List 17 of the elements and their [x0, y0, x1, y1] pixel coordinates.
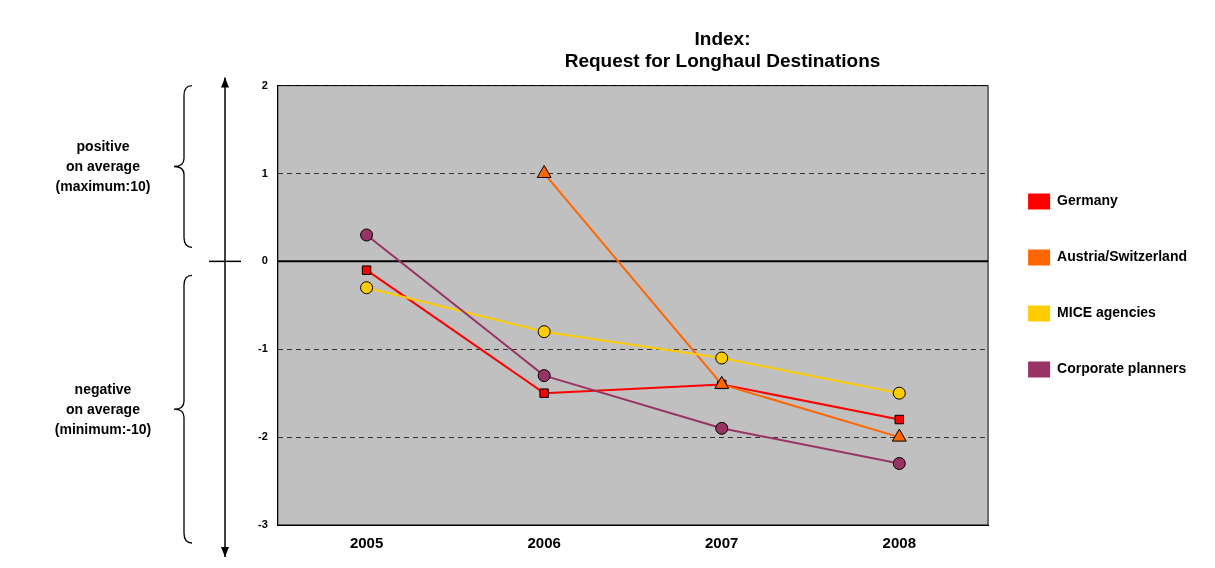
y-tick-label: 2 — [261, 78, 268, 91]
x-tick-label: 2007 — [705, 534, 739, 552]
x-tick-label: 2005 — [349, 534, 384, 552]
text: negative on average (minimum:-10) — [53, 380, 153, 440]
legend-label: Corporate planners — [1057, 360, 1187, 377]
legend-label: MICE agencies — [1057, 304, 1157, 321]
y-tick-label: 1 — [261, 166, 268, 179]
text: positive on average (maximum:10) — [54, 137, 152, 197]
legend-label: Austria/Switzerland — [1057, 248, 1187, 265]
y-tick-label: 0 — [261, 254, 268, 267]
y-tick-label: -3 — [258, 518, 268, 531]
x-tick-label: 2006 — [527, 534, 561, 552]
x-tick-label: 2008 — [882, 534, 916, 552]
y-tick-label: -1 — [258, 342, 268, 355]
legend-label: Germany — [1057, 192, 1118, 209]
chart-title: Index: Request for Longhaul Destinations — [564, 27, 881, 72]
y-tick-label: -2 — [258, 430, 268, 443]
